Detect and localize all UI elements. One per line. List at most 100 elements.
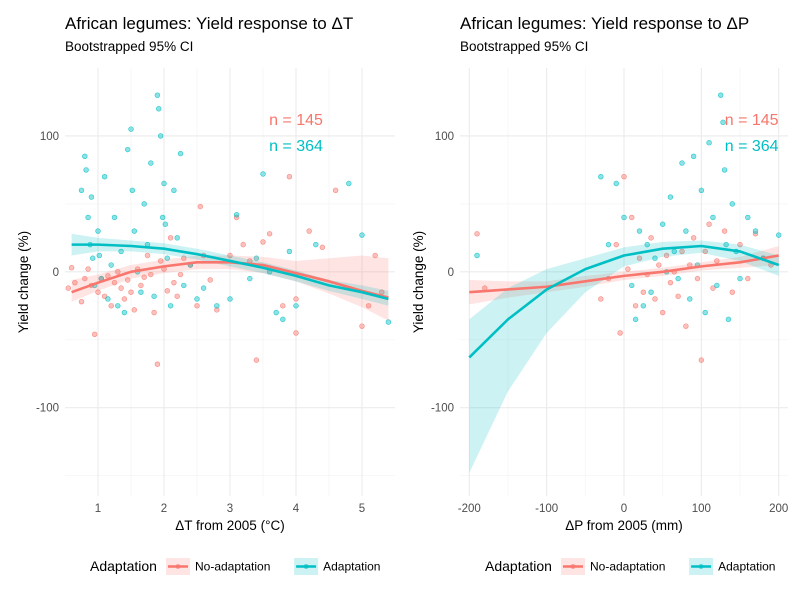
- data-point: [737, 275, 743, 282]
- data-point: [648, 289, 654, 295]
- data-point: [144, 252, 151, 259]
- data-point: [725, 316, 732, 323]
- data-point: [306, 228, 312, 234]
- data-point: [714, 258, 720, 264]
- data-point: [124, 146, 131, 153]
- data-point: [111, 279, 118, 286]
- data-point: [88, 194, 95, 200]
- data-point: [174, 235, 180, 241]
- data-point: [598, 296, 604, 302]
- legend-label: Adaptation: [323, 560, 380, 574]
- data-point: [148, 271, 154, 278]
- data-point: [159, 214, 166, 221]
- data-point: [233, 214, 240, 221]
- data-point: [359, 323, 365, 329]
- data-point: [706, 140, 712, 146]
- data-point: [151, 309, 157, 316]
- sample-size-label: n = 145: [269, 112, 323, 129]
- x-tick-label: 2: [161, 503, 167, 515]
- data-point: [698, 357, 705, 363]
- data-point: [293, 296, 299, 302]
- data-point: [720, 119, 726, 126]
- data-point: [158, 258, 164, 264]
- data-point: [629, 282, 635, 289]
- y-tick-label: 0: [448, 267, 454, 279]
- data-point: [752, 231, 759, 237]
- data-point: [83, 167, 89, 173]
- data-point: [679, 160, 685, 166]
- data-point: [247, 275, 253, 282]
- fit-line: [71, 260, 389, 299]
- data-point: [194, 303, 200, 309]
- data-point: [632, 303, 639, 309]
- data-point: [702, 309, 708, 316]
- data-point: [365, 303, 372, 309]
- data-point: [286, 173, 293, 180]
- fit-line: [468, 244, 780, 359]
- data-point: [280, 316, 286, 323]
- x-tick-label: 1: [95, 503, 101, 515]
- data-point: [128, 289, 134, 295]
- legend-label: Adaptation: [718, 560, 775, 574]
- data-point: [111, 214, 118, 221]
- legend-label: No-adaptation: [195, 560, 270, 574]
- data-point: [158, 133, 164, 139]
- data-point: [714, 282, 720, 289]
- data-point: [227, 252, 233, 259]
- sample-size-label: n = 145: [725, 112, 779, 129]
- data-point: [96, 252, 103, 259]
- data-point: [260, 171, 266, 177]
- data-point: [648, 235, 654, 241]
- y-tick-label: -100: [36, 403, 59, 415]
- data-point: [721, 167, 728, 173]
- ci-ribbon: [469, 240, 779, 473]
- data-point: [293, 303, 299, 309]
- data-point: [293, 330, 299, 336]
- data-point: [68, 265, 75, 271]
- data-point: [621, 173, 627, 180]
- data-point: [156, 106, 162, 112]
- y-tick-label: 100: [435, 131, 454, 143]
- data-point: [280, 303, 286, 309]
- sample-size-label: n = 364: [269, 138, 323, 155]
- data-point: [200, 285, 207, 291]
- x-tick-label: -200: [458, 503, 481, 515]
- data-point: [625, 266, 631, 272]
- data-point: [95, 289, 101, 295]
- data-point: [260, 239, 266, 245]
- data-point: [90, 255, 96, 261]
- data-point: [644, 241, 650, 248]
- data-point: [108, 262, 114, 268]
- data-point: [752, 228, 759, 234]
- data-point: [632, 316, 639, 323]
- data-point: [636, 255, 643, 261]
- chart-title: African legumes: Yield response to ΔT: [65, 14, 353, 33]
- data-point: [233, 212, 240, 218]
- data-point: [72, 279, 78, 286]
- data-point: [167, 235, 174, 241]
- data-point: [273, 309, 279, 316]
- data-point: [105, 296, 111, 302]
- data-point: [702, 248, 708, 255]
- data-point: [214, 307, 220, 313]
- chart-subtitle: Bootstrapped 95% CI: [65, 39, 193, 54]
- data-point: [138, 289, 144, 295]
- data-point: [164, 288, 171, 294]
- data-point: [154, 361, 161, 367]
- y-tick-label: 100: [40, 131, 59, 143]
- x-tick-label: 4: [293, 503, 300, 515]
- data-point: [605, 241, 612, 248]
- legend-title: Adaptation: [485, 558, 552, 574]
- data-point: [776, 232, 782, 238]
- data-point: [253, 357, 260, 363]
- data-point: [177, 271, 184, 278]
- data-point: [266, 231, 273, 237]
- data-point: [227, 296, 233, 302]
- data-point: [141, 274, 147, 280]
- data-point: [636, 228, 643, 234]
- data-point: [656, 262, 662, 268]
- data-point: [737, 241, 743, 248]
- data-point: [181, 282, 187, 289]
- data-point: [95, 228, 101, 234]
